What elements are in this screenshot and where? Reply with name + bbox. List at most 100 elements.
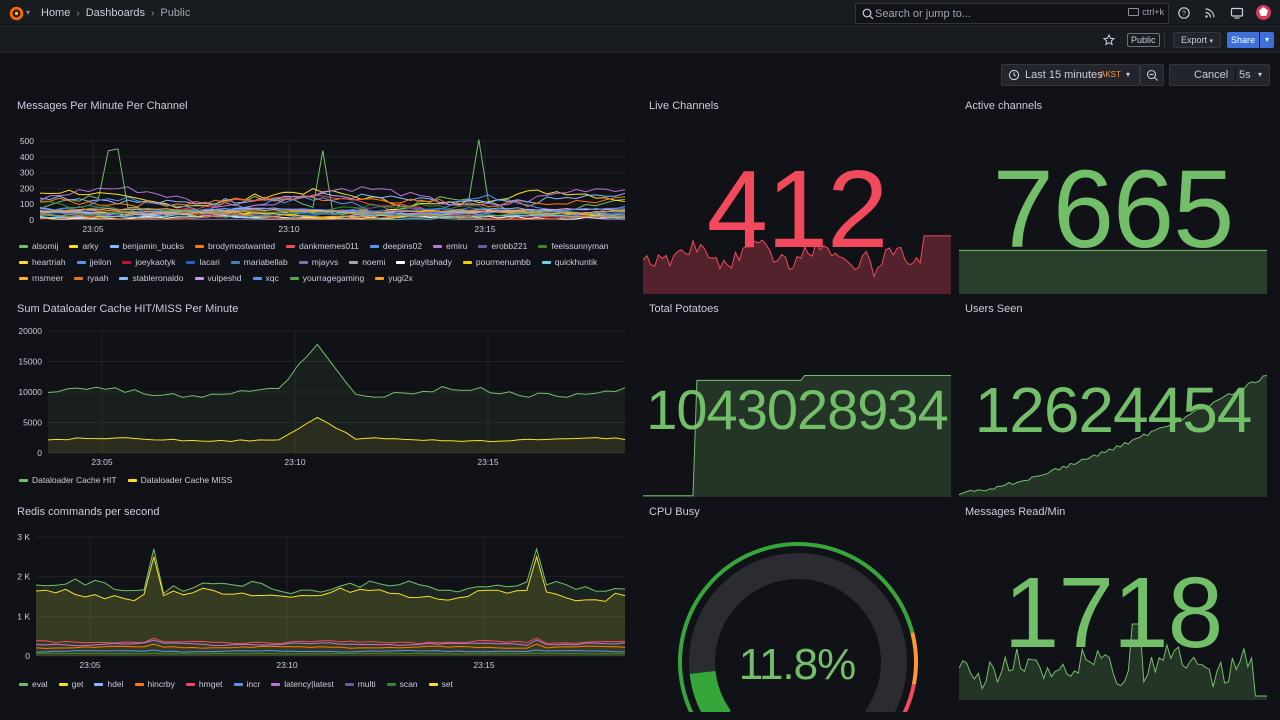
legend-item[interactable]: Dataloader Cache MISS <box>127 474 233 486</box>
legend-item[interactable]: ryaah <box>74 272 108 284</box>
legend-item[interactable]: benjamin_bucks <box>109 240 184 252</box>
legend-item[interactable]: playitshady <box>396 256 452 268</box>
panel-title[interactable]: Messages Per Minute Per Channel <box>17 100 188 112</box>
legend-item[interactable]: alsomij <box>19 240 58 252</box>
panel-title[interactable]: Messages Read/Min <box>965 506 1066 518</box>
y-tick-label: 2 K <box>17 572 30 582</box>
series-area <box>48 417 625 453</box>
legend-item[interactable]: lacari <box>186 256 220 268</box>
legend-label: yourragegaming <box>302 273 365 283</box>
clock-icon <box>1008 69 1020 81</box>
dataloader-timeseries-chart[interactable]: 20000 15000 10000 5000 0 23:05 23:10 23:15 <box>0 325 632 473</box>
legend-item[interactable]: arky <box>69 240 99 252</box>
legend-item[interactable]: multi <box>344 678 376 690</box>
legend-item[interactable]: set <box>428 678 453 690</box>
legend-item[interactable]: hdel <box>94 678 124 690</box>
panel-title[interactable]: Active channels <box>965 100 1043 112</box>
legend-swatch <box>375 276 385 280</box>
legend-item[interactable]: mjayvs <box>298 256 338 268</box>
x-tick-label: 23:10 <box>276 660 298 670</box>
legend-item[interactable]: joeykaotyk <box>122 256 175 268</box>
chevron-down-icon[interactable]: ▾ <box>26 8 31 17</box>
legend-item[interactable]: get <box>58 678 83 690</box>
legend-label: Dataloader Cache HIT <box>32 475 117 485</box>
breadcrumb-home[interactable]: Home <box>41 7 71 19</box>
keyboard-icon <box>1128 8 1140 16</box>
legend-swatch <box>428 682 438 686</box>
legend-item[interactable]: heartriah <box>19 256 66 268</box>
legend-item[interactable]: Dataloader Cache HIT <box>19 474 117 486</box>
legend-label: rnsmeer <box>32 273 64 283</box>
star-icon[interactable] <box>1103 34 1115 46</box>
refresh-picker: Cancel 5s ▾ <box>1169 64 1270 86</box>
panel-title[interactable]: Redis commands per second <box>17 506 160 518</box>
legend-item[interactable]: eval <box>19 678 48 690</box>
legend-item[interactable]: brodymostwanted <box>194 240 275 252</box>
redis-timeseries-chart[interactable]: 3 K 2 K 1 K 0 23:05 23:10 23:15 <box>0 528 632 678</box>
share-options-button[interactable]: ▾ <box>1260 32 1274 48</box>
legend-label: Dataloader Cache MISS <box>140 475 233 485</box>
legend-item[interactable]: yourragegaming <box>289 272 365 284</box>
top-navbar: ▾ Home › Dashboards › Public Search or j… <box>0 0 1280 27</box>
panel-title[interactable]: CPU Busy <box>649 506 700 518</box>
legend-item[interactable]: latency|latest <box>271 678 334 690</box>
chevron-down-icon: ▾ <box>1126 70 1131 79</box>
grafana-logo-icon[interactable] <box>8 5 25 22</box>
legend-item[interactable]: noemi <box>349 256 385 268</box>
legend-swatch <box>122 260 132 264</box>
legend-label: lacari <box>199 257 220 267</box>
legend-item[interactable]: scan <box>386 678 418 690</box>
panel-title[interactable]: Sum Dataloader Cache HIT/MISS Per Minute <box>17 303 239 315</box>
chevron-down-icon[interactable]: ▾ <box>1258 70 1263 79</box>
export-button[interactable]: Export ▾ <box>1173 32 1221 48</box>
legend-item[interactable]: incr <box>233 678 260 690</box>
legend-item[interactable]: emiru <box>433 240 467 252</box>
time-range-picker[interactable]: Last 15 minutes AKST ▾ <box>1001 64 1140 86</box>
legend-item[interactable]: pourmenumbb <box>462 256 531 268</box>
legend-item[interactable]: yugi2x <box>375 272 413 284</box>
share-button[interactable]: Share <box>1227 32 1259 48</box>
legend-item[interactable]: dankmemes011 <box>286 240 359 252</box>
legend-swatch <box>289 276 299 280</box>
help-icon[interactable]: ? <box>1177 6 1191 20</box>
cpu-busy-gauge <box>678 542 918 712</box>
legend-label: hmget <box>198 679 223 689</box>
breadcrumb-dashboards[interactable]: Dashboards <box>85 7 146 19</box>
panel-title[interactable]: Total Potatoes <box>649 303 719 315</box>
user-avatar[interactable] <box>1256 5 1271 20</box>
panel-title[interactable]: Users Seen <box>965 303 1023 315</box>
legend-label: erobb221 <box>491 241 528 251</box>
legend-item[interactable]: erobb221 <box>478 240 527 252</box>
rss-news-icon[interactable] <box>1203 6 1217 20</box>
legend-item[interactable]: xqc <box>252 272 279 284</box>
legend-item[interactable]: quickhuntik <box>541 256 597 268</box>
legend-item[interactable]: mariabellab <box>230 256 288 268</box>
panel-dataloader-cache: Sum Dataloader Cache HIT/MISS Per Minute… <box>0 303 632 493</box>
legend-swatch <box>271 682 281 686</box>
export-label: Export <box>1180 35 1207 45</box>
panel-title[interactable]: Live Channels <box>649 100 719 112</box>
legend-item[interactable]: hincrby <box>134 678 175 690</box>
legend-swatch <box>233 682 243 686</box>
legend-item[interactable]: stableronaldo <box>119 272 184 284</box>
legend-item[interactable]: jjeilon <box>76 256 111 268</box>
series-line <box>36 637 626 645</box>
legend-item[interactable]: hmget <box>185 678 223 690</box>
search-input[interactable]: Search or jump to... ctrl+k <box>855 3 1169 24</box>
cancel-button[interactable]: Cancel <box>1194 69 1229 81</box>
keyboard-shortcut: ctrl+k <box>1128 7 1164 17</box>
legend-label: ryaah <box>87 273 109 283</box>
legend-swatch <box>349 260 359 264</box>
messages-timeseries-chart[interactable]: 500 400 300 200 100 0 23:05 23:10 23:15 <box>0 126 632 264</box>
legend-item[interactable]: vulpeshd <box>194 272 242 284</box>
zoom-out-button[interactable] <box>1140 64 1164 86</box>
legend-item[interactable]: rnsmeer <box>19 272 63 284</box>
legend-swatch <box>541 260 551 264</box>
refresh-interval[interactable]: 5s <box>1239 69 1251 81</box>
y-tick-label: 200 <box>20 183 34 193</box>
kiosk-mode-icon[interactable] <box>1230 6 1244 20</box>
breadcrumb-current: Public <box>160 7 191 19</box>
toolbar-divider <box>1164 33 1165 48</box>
legend-item[interactable]: feelssunnyman <box>538 240 609 252</box>
legend-item[interactable]: deepins02 <box>369 240 422 252</box>
